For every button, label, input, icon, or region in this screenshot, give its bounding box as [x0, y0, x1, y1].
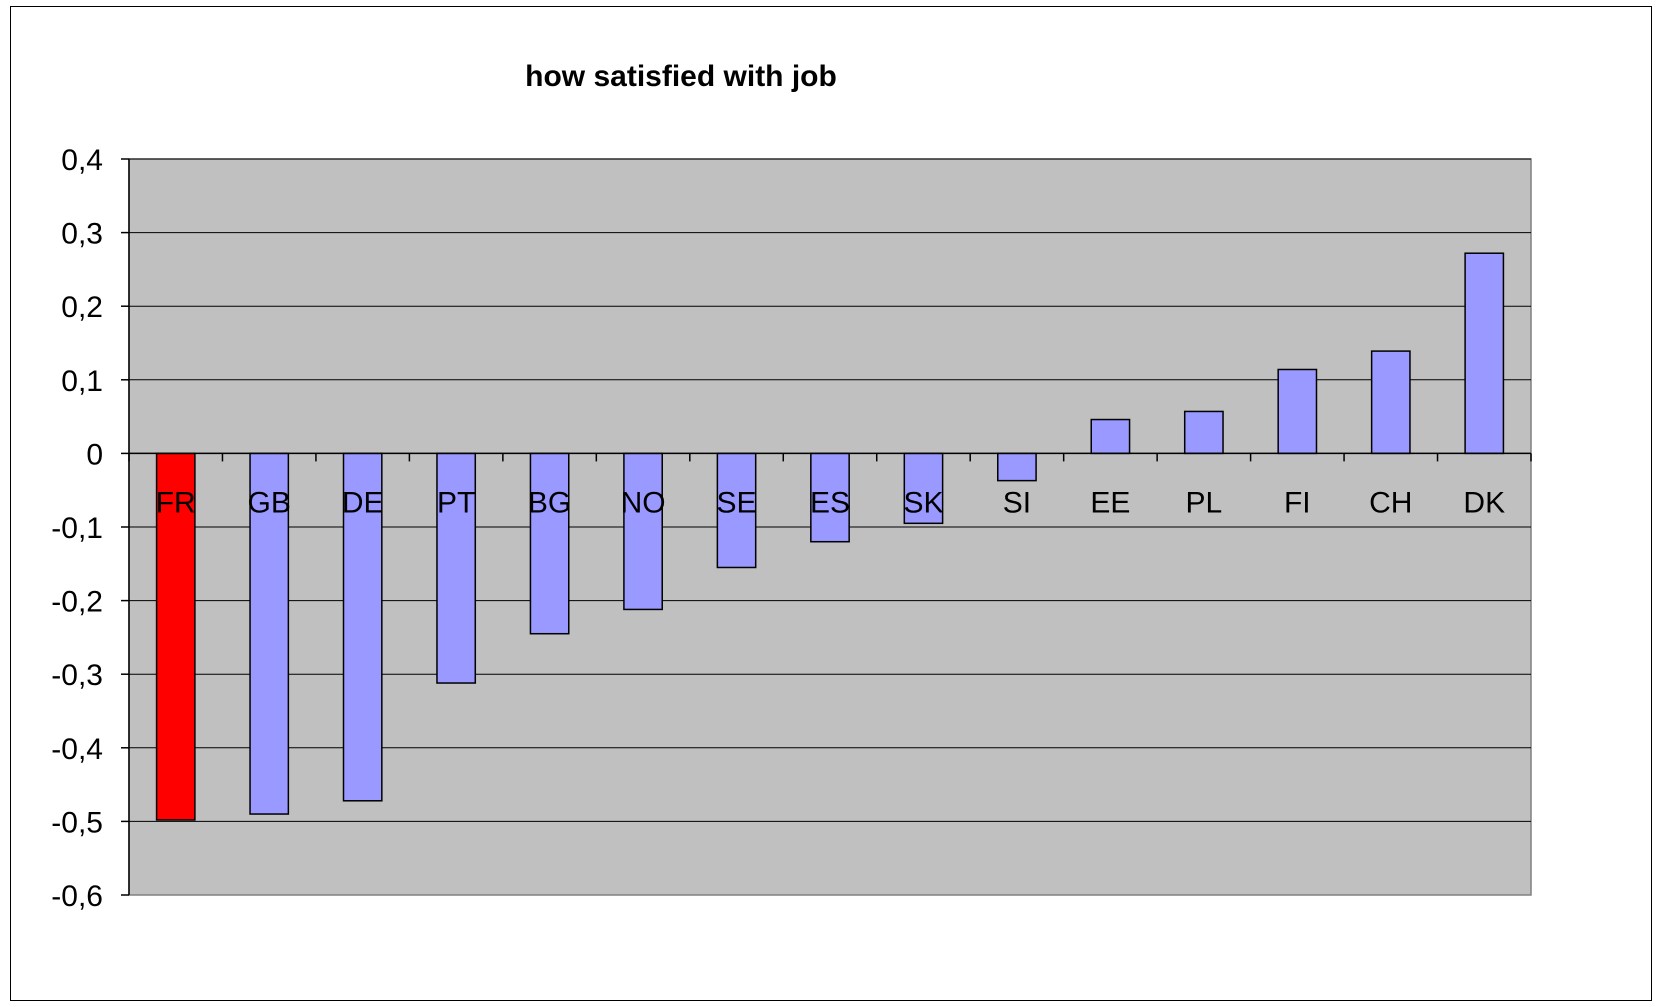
y-tick-label: -0,1	[51, 512, 103, 545]
x-tick-label: FR	[156, 486, 196, 519]
x-tick-label: CH	[1369, 486, 1412, 519]
y-axis: 0,4 0,3 0,2 0,1 0 -0,1 -0,2 -0,3 -0,4 -0,5 -0,6	[51, 144, 130, 913]
bar-bg	[529, 452, 570, 635]
bar-dk	[1464, 252, 1505, 455]
x-tick-label: BG	[528, 486, 571, 519]
y-tick-label: 0,2	[61, 291, 103, 324]
x-tick-label: DE	[342, 486, 384, 519]
x-tick-label: PL	[1186, 486, 1223, 519]
x-axis	[128, 452, 1532, 462]
x-tick-label: SE	[717, 486, 757, 519]
bar-pt	[436, 452, 477, 684]
bar-ee	[1090, 418, 1131, 455]
x-tick-label: SK	[903, 486, 943, 519]
bar-es	[810, 452, 850, 543]
bar-chart: how satisfied with job 0,4 0,3 0,2 0,1 0 -0,1…	[51, 60, 1532, 913]
bar-fi	[1277, 368, 1318, 455]
bar-ch	[1370, 350, 1411, 455]
chart-frame: how satisfied with job 0,4 0,3 0,2 0,1 0 -0,1…	[10, 6, 1652, 1001]
x-tick-label: PT	[437, 486, 475, 519]
bar-no	[623, 452, 663, 611]
y-tick-label: -0,6	[51, 880, 103, 913]
y-tick-label: -0,5	[51, 806, 103, 839]
category-labels: FR GB DE PT BG NO SE ES SK SI EE PL FI CH DK	[156, 486, 1505, 519]
bar-pl	[1183, 410, 1224, 455]
chart-title: how satisfied with job	[525, 60, 837, 93]
x-tick-label: NO	[621, 486, 666, 519]
y-tick-label: 0,1	[61, 365, 103, 398]
bar-gb	[249, 452, 290, 815]
y-tick-label: -0,4	[51, 733, 103, 766]
y-tick-label: -0,3	[51, 659, 103, 692]
x-tick-label: DK	[1463, 486, 1505, 519]
x-tick-label: GB	[248, 486, 291, 519]
bar-si	[997, 452, 1037, 482]
y-tick-label: 0,4	[61, 144, 103, 177]
y-tick-label: 0	[86, 438, 103, 471]
y-tick-label: 0,3	[61, 218, 103, 251]
y-tick-label: -0,2	[51, 586, 103, 619]
x-tick-label: SI	[1003, 486, 1031, 519]
x-tick-label: FI	[1284, 486, 1311, 519]
x-tick-label: ES	[810, 486, 850, 519]
x-tick-label: EE	[1090, 486, 1130, 519]
